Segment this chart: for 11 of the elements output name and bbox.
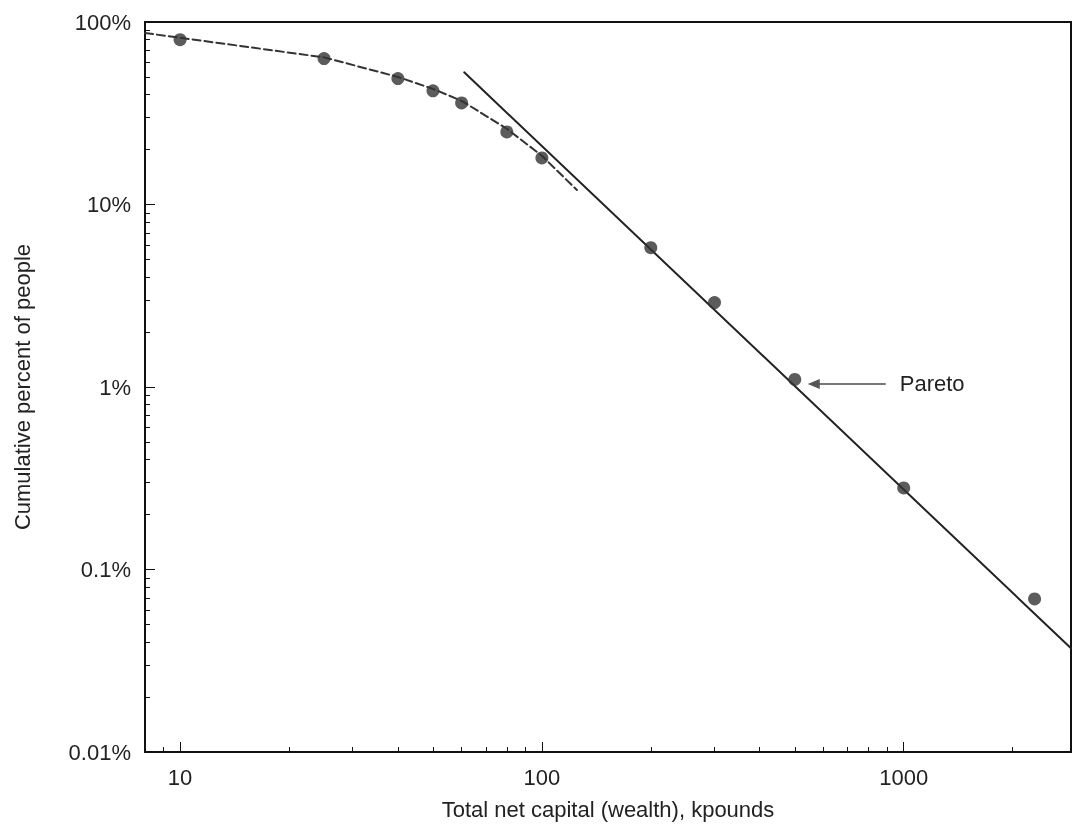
x-tick-label: 10 (167, 764, 193, 790)
y-tick-label: 0.1% (80, 557, 131, 582)
x-axis-title: Total net capital (wealth), kpounds (441, 796, 775, 822)
x-tick-label: 1000 (879, 764, 929, 790)
annotation: Pareto (899, 370, 965, 396)
y-tick-label: 0.01% (68, 739, 131, 765)
y-tick-label: 10% (86, 192, 131, 217)
x-tick-label: 100 (523, 764, 561, 790)
y-tick-label: 100% (74, 9, 131, 35)
y-axis-title: Cumulative percent of people (9, 243, 35, 531)
y-tick-label: 1% (99, 374, 131, 400)
